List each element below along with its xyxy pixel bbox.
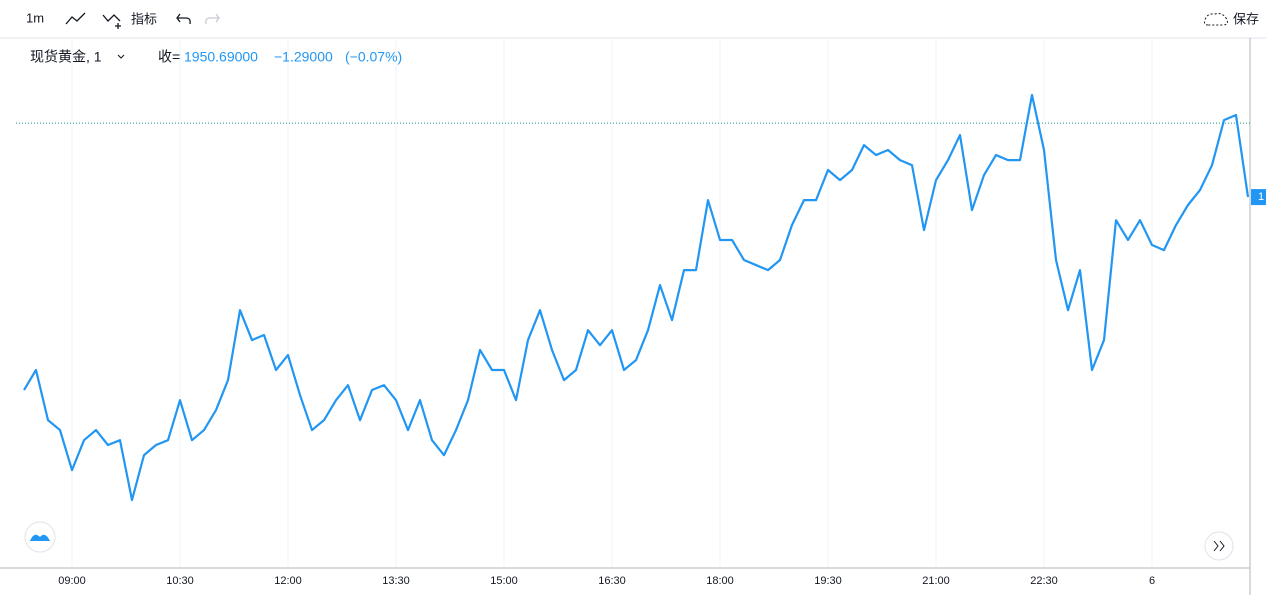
x-tick-label: 19:30 (814, 575, 842, 587)
x-tick-label: 21:00 (922, 575, 950, 587)
legend-symbol: 现货黄金, 1 (30, 49, 102, 65)
scroll-right-button[interactable] (1204, 531, 1234, 561)
scroll-right-icon (1213, 540, 1225, 552)
legend-close-label: 收= (158, 49, 180, 65)
indicators-button[interactable]: 指标 (131, 11, 157, 26)
indicator-icon[interactable] (102, 14, 121, 29)
x-tick-label: 09:00 (58, 575, 86, 587)
x-tick-label: 10:30 (166, 575, 194, 587)
legend-change-pct: (−0.07%) (345, 49, 402, 65)
legend-close: 1950.69000 (184, 49, 258, 65)
chart-type-icon[interactable] (65, 12, 86, 25)
interval-button[interactable]: 1m (26, 10, 44, 25)
price-series-line (23, 93, 1250, 502)
x-tick-label: 15:00 (490, 575, 518, 587)
x-tick-label: 13:30 (382, 575, 410, 587)
x-tick-label: 18:00 (706, 575, 734, 587)
x-tick-label: 6 (1149, 575, 1155, 587)
x-tick-label: 16:30 (598, 575, 626, 587)
price-badge-label: 1 (1258, 191, 1264, 203)
x-tick-label: 22:30 (1030, 575, 1058, 587)
undo-button[interactable] (176, 13, 191, 25)
logo-icon (30, 534, 50, 541)
legend-dropdown[interactable] (117, 54, 125, 59)
save-icon[interactable] (1203, 13, 1228, 26)
redo-button (205, 13, 220, 25)
legend-change: −1.29000 (274, 49, 333, 65)
price-badge (1251, 189, 1266, 206)
save-button[interactable]: 保存 (1233, 11, 1259, 26)
x-tick-label: 12:00 (274, 575, 302, 587)
